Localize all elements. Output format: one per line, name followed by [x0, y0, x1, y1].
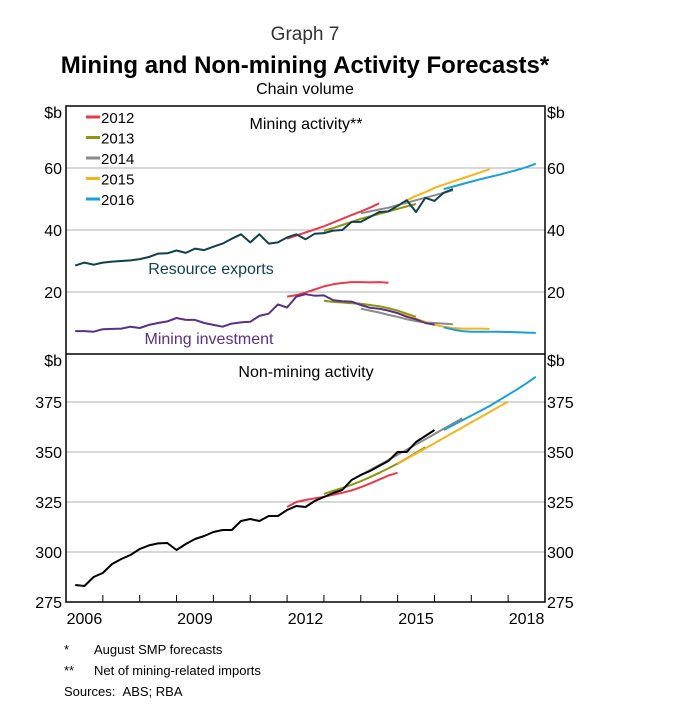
series-layer [74, 162, 537, 587]
x-tick-label: 2015 [398, 611, 434, 628]
y-unit-label-right: $b [547, 353, 565, 370]
footnote-text: Net of mining-related imports [94, 663, 261, 678]
y-tick-label-right: 300 [547, 545, 574, 562]
panel-title: Non-mining activity [238, 364, 373, 381]
y-tick-label-right: 325 [547, 495, 574, 512]
y-tick-label-left: 300 [35, 545, 62, 562]
y-tick-label-left: 40 [44, 223, 62, 240]
annotation-resource-exports: Resource exports [148, 261, 273, 278]
panel-title: Mining activity** [250, 116, 363, 133]
y-tick-label-left: 325 [35, 495, 62, 512]
x-tick-label: 2018 [509, 611, 545, 628]
series-line-2014-forecast-resource-exports- [360, 189, 454, 215]
gridlines [66, 167, 545, 553]
y-unit-label-left: $b [44, 353, 62, 370]
series-line-2012-forecast [286, 471, 398, 508]
footnote-mark: ** [64, 663, 75, 678]
x-tick-label: 2009 [177, 611, 213, 628]
graph-number: Graph 7 [270, 24, 340, 45]
y-tick-label-left: 275 [35, 595, 62, 612]
series-line-2012-forecast-resource-exports- [286, 202, 380, 240]
series-line-2013-forecast [323, 446, 426, 495]
y-tick-label-right: 350 [547, 445, 574, 462]
series-line-2016-forecast [443, 375, 537, 431]
series-line-mining-investment [75, 293, 435, 333]
legend-label-2014: 2014 [101, 151, 134, 168]
chart-subtitle: Chain volume [256, 81, 354, 98]
annotation-mining-investment: Mining investment [145, 331, 275, 348]
sources-text: ABS; RBA [122, 684, 183, 699]
y-tick-label-right: 275 [547, 595, 574, 612]
chart-title: Mining and Non-mining Activity Forecasts… [60, 52, 550, 79]
series-line-2013-forecast-mining-investment- [323, 299, 417, 318]
x-tick-label: 2006 [67, 611, 103, 628]
y-tick-label-right: 60 [547, 161, 565, 178]
y-tick-label-right: 375 [547, 395, 574, 412]
footnote-1: * August SMP forecasts [64, 642, 222, 657]
series-line-2016-forecast-resource-exports- [443, 162, 537, 191]
y-tick-label-left: 60 [44, 161, 62, 178]
y-tick-label-right: 20 [547, 285, 565, 302]
x-tick-label: 2012 [288, 611, 324, 628]
sources-label: Sources: [64, 684, 116, 699]
series-line-2015-forecast [397, 400, 509, 465]
series-line-2016-forecast-mining-investment- [443, 326, 536, 334]
legend-label-2013: 2013 [101, 131, 134, 148]
legend-label-2012: 2012 [101, 110, 134, 127]
footnote-text: August SMP forecasts [94, 642, 223, 657]
series-line-2012-forecast-mining-investment- [286, 281, 389, 298]
y-unit-label-right: $b [547, 105, 565, 122]
legend-label-2016: 2016 [101, 192, 134, 209]
y-unit-label-left: $b [44, 105, 62, 122]
y-tick-label-left: 20 [44, 285, 62, 302]
y-tick-label-right: 40 [547, 223, 565, 240]
footnote-2: ** Net of mining-related imports [64, 663, 261, 678]
sources: Sources: ABS; RBA [64, 684, 183, 699]
plot-frame [65, 105, 546, 603]
series-line-non-mining-activity [75, 429, 436, 587]
legend-label-2015: 2015 [101, 172, 134, 189]
series-line-2014-forecast-mining-investment- [360, 307, 453, 326]
y-tick-label-left: 350 [35, 445, 62, 462]
footnote-mark: * [64, 642, 70, 657]
labels: 20 20 40 40 60 60 $b $b Mining activity** 275 275 3… [35, 105, 574, 628]
series-line-resource-exports [74, 188, 454, 267]
series-line-2015-forecast-resource-exports- [397, 168, 491, 208]
y-tick-label-left: 375 [35, 395, 62, 412]
